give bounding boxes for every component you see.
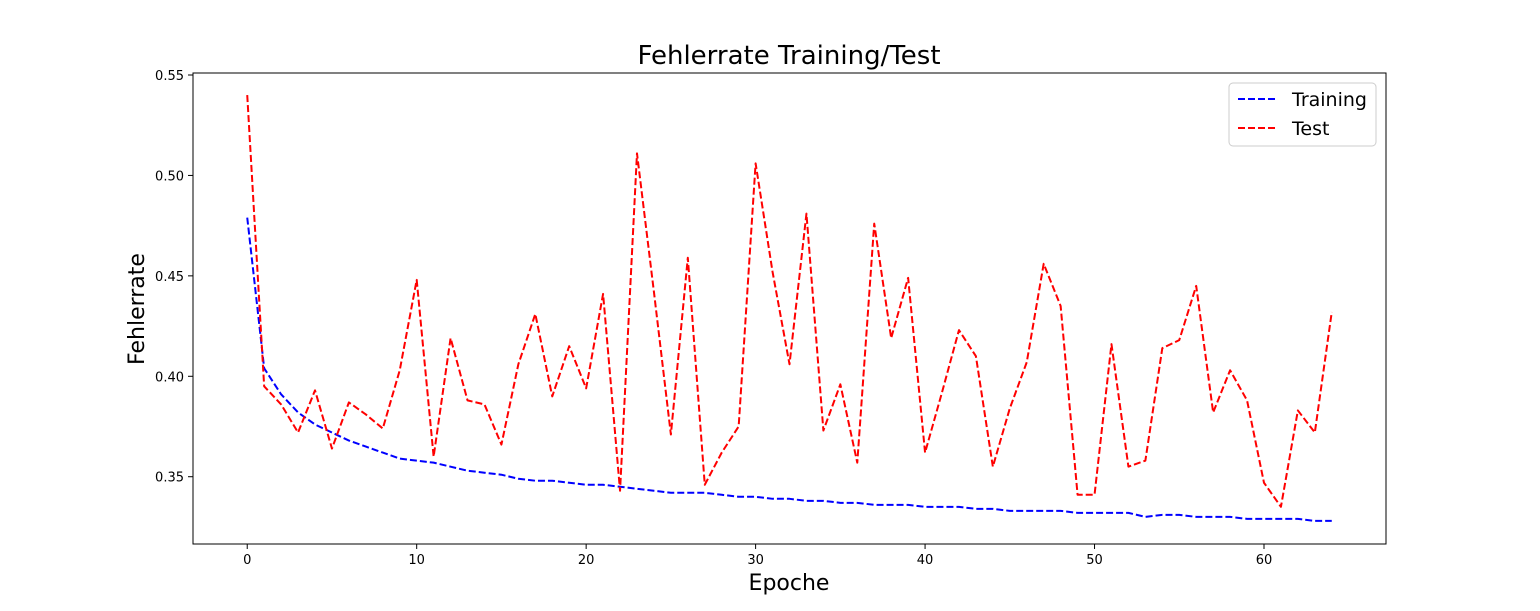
legend-label-training: Training (1291, 89, 1367, 111)
plot-area (193, 73, 1386, 544)
legend: Training Test (1228, 82, 1377, 147)
series-line-training (246, 217, 1332, 522)
y-axis-ticks: 0.35 0.40 0.45 0.50 0.55 (155, 69, 193, 486)
chart-title: Fehlerrate Training/Test (637, 41, 940, 71)
y-tick-label: 0.50 (155, 169, 184, 184)
y-tick-label: 0.45 (155, 270, 184, 285)
x-axis-ticks: 0 10 20 30 40 50 60 (243, 544, 1272, 568)
x-axis-label: Epoche (749, 571, 830, 596)
x-tick-label: 0 (243, 553, 251, 568)
x-tick-label: 50 (1086, 553, 1103, 568)
x-tick-label: 20 (578, 553, 595, 568)
legend-box (1228, 82, 1377, 147)
legend-label-test: Test (1291, 118, 1329, 140)
plot-frame (192, 72, 1387, 545)
y-tick-label: 0.35 (155, 471, 184, 486)
x-tick-label: 10 (408, 553, 425, 568)
y-axis-label: Fehlerrate (125, 253, 150, 365)
y-tick-label: 0.55 (155, 69, 184, 84)
y-tick-label: 0.40 (155, 370, 184, 385)
series-line-test (246, 95, 1333, 508)
x-tick-label: 60 (1256, 553, 1273, 568)
x-tick-label: 40 (917, 553, 934, 568)
x-tick-label: 30 (747, 553, 764, 568)
series-layer (246, 95, 1333, 522)
